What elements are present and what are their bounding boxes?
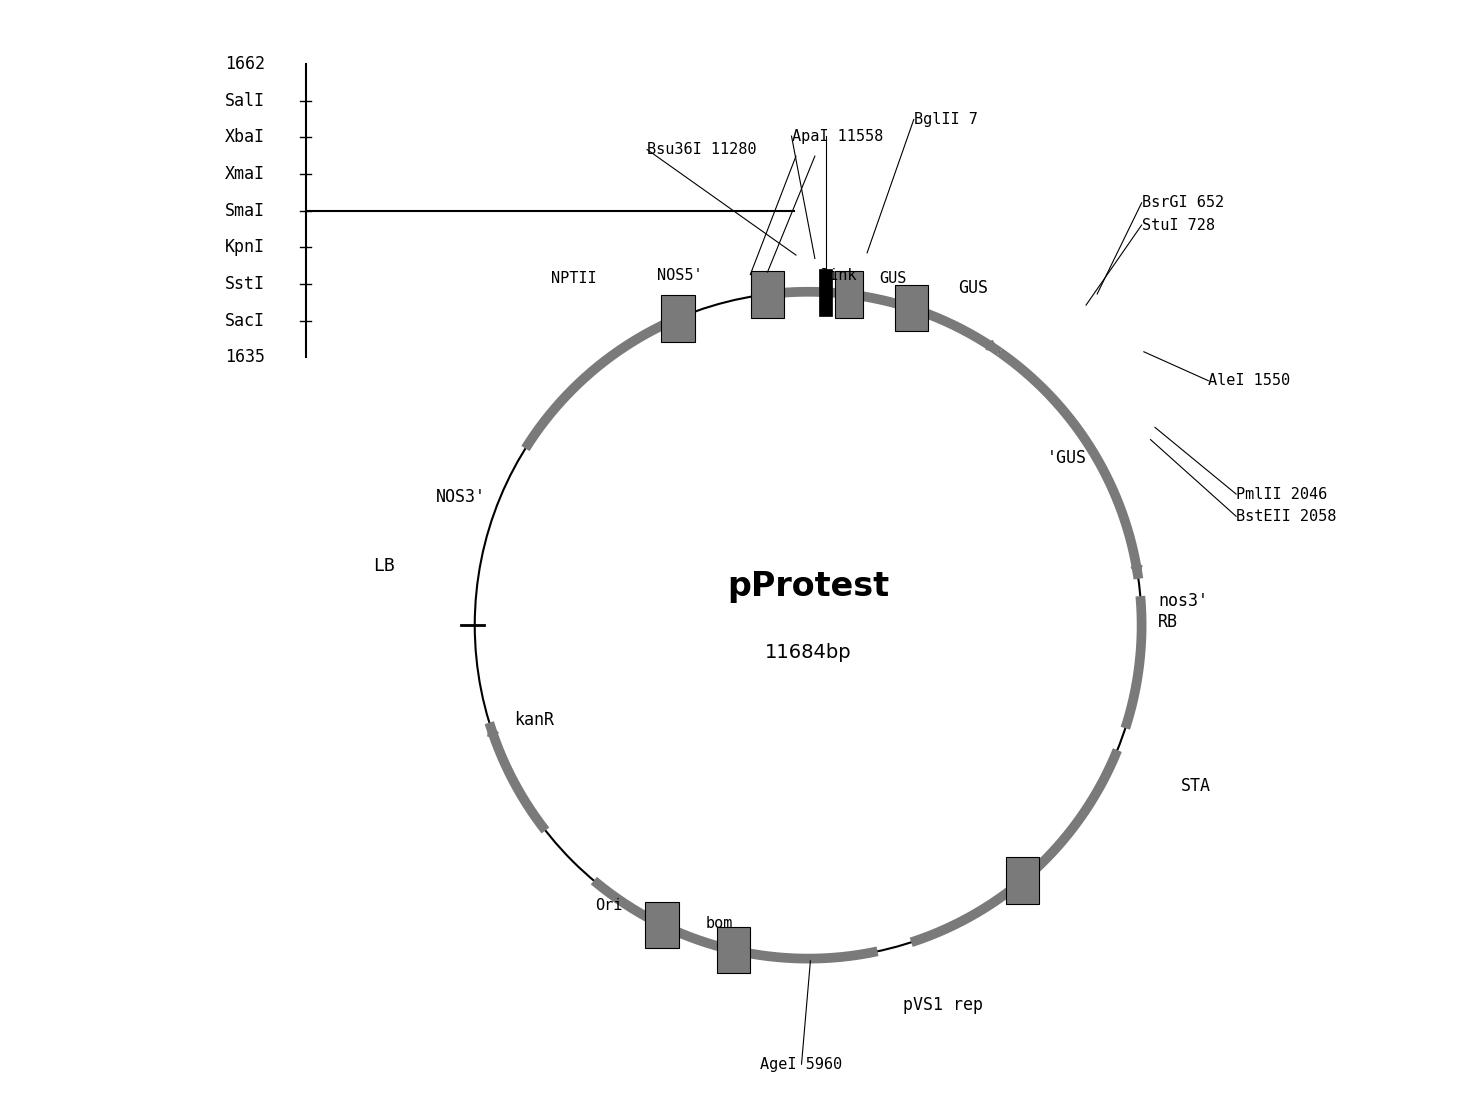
Text: NOS5': NOS5' — [657, 268, 703, 283]
Text: bom: bom — [706, 916, 733, 930]
Text: STA: STA — [1180, 777, 1210, 795]
Text: BsrGI 652: BsrGI 652 — [1142, 195, 1223, 210]
Text: SacI: SacI — [225, 312, 264, 330]
Bar — [894, 285, 928, 332]
Text: StuI 728: StuI 728 — [1142, 218, 1215, 232]
Bar — [716, 927, 750, 973]
Text: 1635: 1635 — [225, 349, 264, 366]
Text: NPTII: NPTII — [552, 271, 598, 286]
Text: Bsu36I 11280: Bsu36I 11280 — [647, 142, 756, 157]
Text: SalI: SalI — [225, 92, 264, 109]
Text: GUS: GUS — [958, 279, 988, 297]
Text: AgeI 5960: AgeI 5960 — [761, 1057, 842, 1071]
Text: Ori: Ori — [595, 898, 623, 913]
Bar — [1005, 857, 1040, 904]
Text: XbaI: XbaI — [225, 128, 264, 146]
Text: 1662: 1662 — [225, 55, 264, 73]
Text: 11684bp: 11684bp — [765, 643, 851, 662]
Bar — [750, 271, 785, 317]
Text: BglII 7: BglII 7 — [914, 112, 977, 127]
Text: PmlII 2046: PmlII 2046 — [1237, 487, 1327, 502]
Text: KpnI: KpnI — [225, 238, 264, 256]
Text: pVS1 rep: pVS1 rep — [903, 996, 983, 1014]
Text: SstI: SstI — [225, 275, 264, 293]
Bar — [645, 901, 679, 948]
Text: AleI 1550: AleI 1550 — [1209, 373, 1290, 389]
Text: kanR: kanR — [513, 710, 553, 728]
Text: SmaI: SmaI — [225, 201, 264, 220]
Text: link: link — [820, 268, 857, 283]
Text: 'GUS: 'GUS — [1047, 449, 1087, 468]
Text: LB: LB — [372, 557, 394, 575]
Text: nos3'
RB: nos3' RB — [1158, 592, 1209, 631]
Text: pProtest: pProtest — [727, 570, 890, 603]
Text: XmaI: XmaI — [225, 165, 264, 183]
Text: BstEII 2058: BstEII 2058 — [1237, 508, 1336, 524]
Text: ApaI 11558: ApaI 11558 — [792, 128, 882, 144]
Bar — [835, 271, 863, 317]
Text: NOS3': NOS3' — [436, 488, 486, 506]
Bar — [819, 269, 832, 315]
Bar — [661, 295, 694, 342]
Text: GUS: GUS — [879, 271, 906, 286]
